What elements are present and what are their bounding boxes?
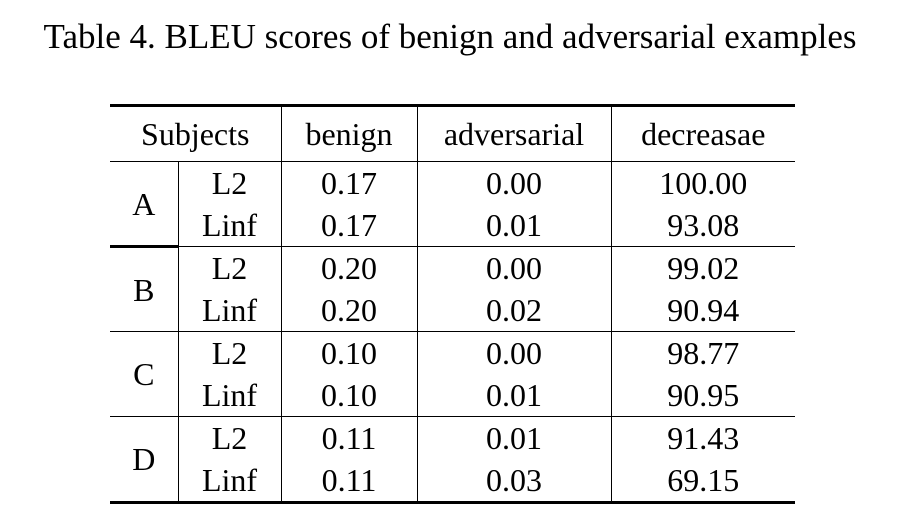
benign-cell: 0.17 — [280, 161, 417, 204]
subject-cell: D — [110, 416, 178, 504]
decrease-cell: 69.15 — [610, 459, 795, 504]
decrease-cell: 91.43 — [610, 416, 795, 459]
table-row: D L2 0.11 0.01 91.43 — [110, 416, 795, 504]
table-header: Subjects benign adversarial decreasae — [110, 104, 795, 162]
benign-cell: 0.10 — [280, 374, 417, 417]
norm-cell: Linf — [177, 374, 281, 417]
benign-cell: 0.20 — [280, 246, 417, 289]
table-body: A L2 0.17 0.00 100.00 Linf 0.17 0.01 93.… — [110, 161, 795, 504]
table-row: Linf 0.20 0.02 90.94 — [110, 289, 795, 332]
norm-cell: Linf — [177, 289, 281, 332]
table-row: C L2 0.10 0.00 98.77 — [110, 331, 795, 417]
adversarial-cell: 0.01 — [416, 204, 611, 247]
decrease-cell: 99.02 — [610, 246, 795, 289]
subject-cell: C — [110, 331, 178, 417]
table-row: B L2 0.20 0.00 99.02 — [110, 246, 795, 332]
header-benign: benign — [280, 104, 417, 162]
table-row: A L2 0.17 0.00 100.00 — [110, 161, 795, 248]
adversarial-cell: 0.03 — [416, 459, 611, 504]
table-row: Linf 0.10 0.01 90.95 — [110, 374, 795, 417]
decrease-cell: 90.95 — [610, 374, 795, 417]
table-row: Linf 0.11 0.03 69.15 — [110, 459, 795, 504]
benign-cell: 0.11 — [280, 416, 417, 459]
adversarial-cell: 0.01 — [416, 374, 611, 417]
subject-cell: B — [110, 246, 178, 332]
benign-cell: 0.11 — [280, 459, 417, 504]
subject-cell: A — [110, 161, 178, 248]
norm-cell: L2 — [177, 416, 281, 459]
benign-cell: 0.20 — [280, 289, 417, 332]
header-decrease: decreasae — [610, 104, 795, 162]
adversarial-cell: 0.01 — [416, 416, 611, 459]
decrease-cell: 90.94 — [610, 289, 795, 332]
norm-cell: Linf — [177, 204, 281, 247]
benign-cell: 0.17 — [280, 204, 417, 247]
norm-cell: L2 — [177, 331, 281, 374]
adversarial-cell: 0.00 — [416, 246, 611, 289]
adversarial-cell: 0.00 — [416, 331, 611, 374]
table-caption: Table 4. BLEU scores of benign and adver… — [43, 17, 857, 56]
header-subjects: Subjects — [110, 104, 281, 162]
norm-cell: L2 — [177, 246, 281, 289]
adversarial-cell: 0.00 — [416, 161, 611, 204]
norm-cell: Linf — [177, 459, 281, 504]
header-adversarial: adversarial — [416, 104, 611, 162]
table-row: Linf 0.17 0.01 93.08 — [110, 204, 795, 247]
header-row: Subjects benign adversarial decreasae — [110, 104, 795, 162]
norm-cell: L2 — [177, 161, 281, 204]
adversarial-cell: 0.02 — [416, 289, 611, 332]
decrease-cell: 93.08 — [610, 204, 795, 247]
decrease-cell: 98.77 — [610, 331, 795, 374]
decrease-cell: 100.00 — [610, 161, 795, 204]
benign-cell: 0.10 — [280, 331, 417, 374]
bleu-scores-table: Subjects benign adversarial decreasae A … — [110, 104, 795, 504]
